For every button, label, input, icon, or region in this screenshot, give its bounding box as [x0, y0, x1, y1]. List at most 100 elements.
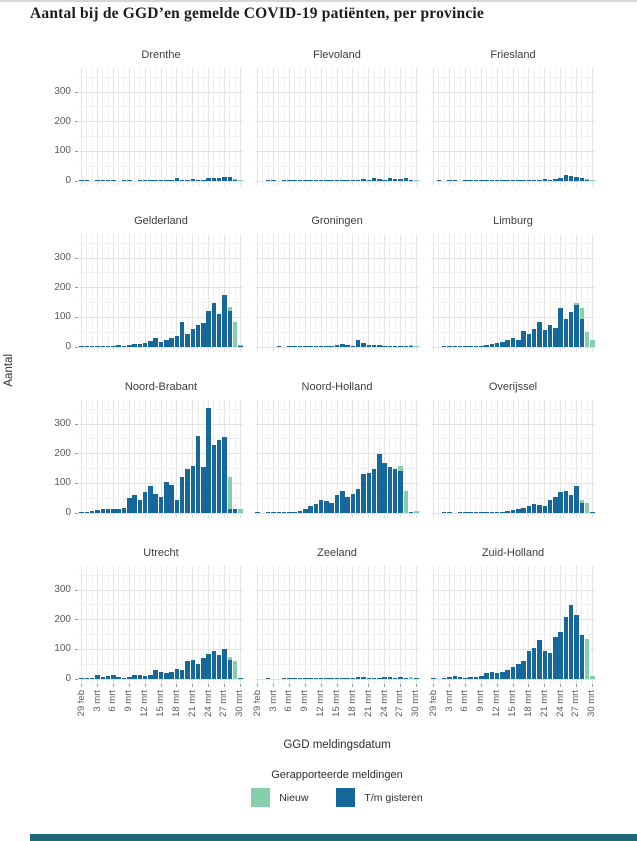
gridline-h-minor — [255, 165, 419, 167]
bar-tm-gisteren — [84, 677, 90, 679]
gridline-v — [144, 566, 146, 684]
y-tick-mark — [75, 512, 78, 514]
bar-tm-gisteren — [340, 678, 345, 679]
gridline-v — [399, 68, 401, 186]
gridline-v — [347, 566, 349, 684]
gridline-h-major — [79, 346, 243, 348]
bar-tm-gisteren — [313, 678, 319, 679]
gridline-v — [410, 400, 412, 518]
gridline-v — [218, 234, 220, 352]
gridline-v — [405, 234, 407, 352]
gridline-h-major — [79, 257, 243, 259]
gridline-v — [273, 68, 275, 186]
bar-tm-gisteren — [216, 440, 222, 513]
bar-tm-gisteren — [148, 341, 153, 347]
gridline-v — [299, 566, 301, 684]
gridline-v — [304, 68, 306, 186]
gridline-v — [523, 68, 525, 186]
bar-tm-gisteren — [148, 486, 153, 513]
gridline-h-minor — [255, 574, 419, 576]
bar-tm-gisteren — [387, 467, 393, 513]
gridline-h-major — [79, 648, 243, 650]
gridline-v — [415, 68, 417, 186]
bar-tm-gisteren — [340, 490, 345, 513]
bar-tm-gisteren — [431, 678, 436, 679]
facet-panel-limburg — [431, 234, 595, 352]
gridline-h-minor — [79, 604, 243, 606]
bar-tm-gisteren — [100, 676, 106, 679]
facet-panel-drenthe — [79, 68, 243, 186]
gridline-v — [278, 234, 280, 352]
x-tick-mark — [352, 684, 354, 687]
bar-tm-gisteren — [387, 178, 393, 181]
gridline-v — [304, 400, 306, 518]
bar-tm-gisteren — [329, 678, 334, 679]
y-tick-mark — [75, 287, 78, 289]
gridline-v — [186, 566, 188, 684]
bar-tm-gisteren — [505, 510, 510, 513]
gridline-v — [234, 566, 236, 684]
gridline-v — [544, 400, 546, 518]
y-tick-label: 100 — [54, 643, 71, 655]
gridline-v — [128, 234, 130, 352]
x-tick-mark — [257, 684, 259, 687]
bar-tm-gisteren — [201, 658, 206, 679]
bar-nieuw — [408, 676, 414, 679]
gridline-h-major — [255, 287, 419, 289]
gridline-v — [368, 400, 370, 518]
bar-tm-gisteren — [377, 453, 382, 513]
gridline-v — [352, 400, 354, 518]
gridline-h-major — [431, 648, 595, 650]
bar-tm-gisteren — [116, 345, 121, 347]
gridline-v — [533, 68, 535, 186]
bar-tm-gisteren — [457, 346, 463, 347]
x-tick-mark — [192, 684, 194, 687]
gridline-v — [410, 234, 412, 352]
gridline-v — [586, 566, 588, 684]
y-tick-label: 300 — [54, 252, 71, 264]
x-tick-label: 29 feb — [75, 690, 87, 717]
gridline-v — [443, 68, 445, 186]
gridline-v — [433, 68, 435, 186]
bar-tm-gisteren — [232, 179, 238, 181]
gridline-v — [107, 68, 109, 186]
gridline-v — [229, 68, 231, 186]
gridline-v — [257, 68, 259, 186]
bar-tm-gisteren — [105, 180, 111, 181]
bar-tm-gisteren — [542, 329, 547, 347]
gridline-v — [288, 234, 290, 352]
gridline-v — [570, 68, 572, 186]
bar-tm-gisteren — [366, 344, 371, 347]
gridline-v — [575, 234, 577, 352]
gridline-h-major — [431, 482, 595, 484]
bar-tm-gisteren — [84, 346, 90, 347]
bar-tm-gisteren — [531, 504, 537, 513]
gridline-v — [192, 566, 194, 684]
bar-tm-gisteren — [292, 511, 297, 513]
x-tick-mark — [575, 684, 577, 687]
bar-tm-gisteren — [510, 510, 516, 513]
x-tick-label: 21 mrt — [186, 690, 198, 717]
gridline-v — [155, 68, 157, 186]
bar-tm-gisteren — [558, 308, 563, 347]
gridline-v — [294, 234, 296, 352]
bar-tm-gisteren — [371, 344, 377, 347]
x-tick-label: 29 feb — [427, 690, 439, 717]
y-tick-mark — [75, 91, 78, 93]
x-tick-label: 6 mrt — [107, 690, 119, 712]
gridline-v — [267, 400, 269, 518]
gridline-v — [320, 68, 322, 186]
bar-tm-gisteren — [100, 180, 106, 181]
gridline-v — [86, 566, 88, 684]
bar-nieuw — [574, 302, 579, 306]
gridline-v — [486, 68, 488, 186]
bar-tm-gisteren — [334, 180, 340, 181]
gridline-v — [586, 400, 588, 518]
gridline-v — [384, 566, 386, 684]
bar-tm-gisteren — [489, 344, 495, 347]
bar-tm-gisteren — [350, 493, 356, 513]
bar-tm-gisteren — [329, 346, 334, 347]
x-tick-label: 12 mrt — [491, 690, 503, 717]
bar-tm-gisteren — [255, 512, 260, 513]
gridline-v — [507, 400, 509, 518]
